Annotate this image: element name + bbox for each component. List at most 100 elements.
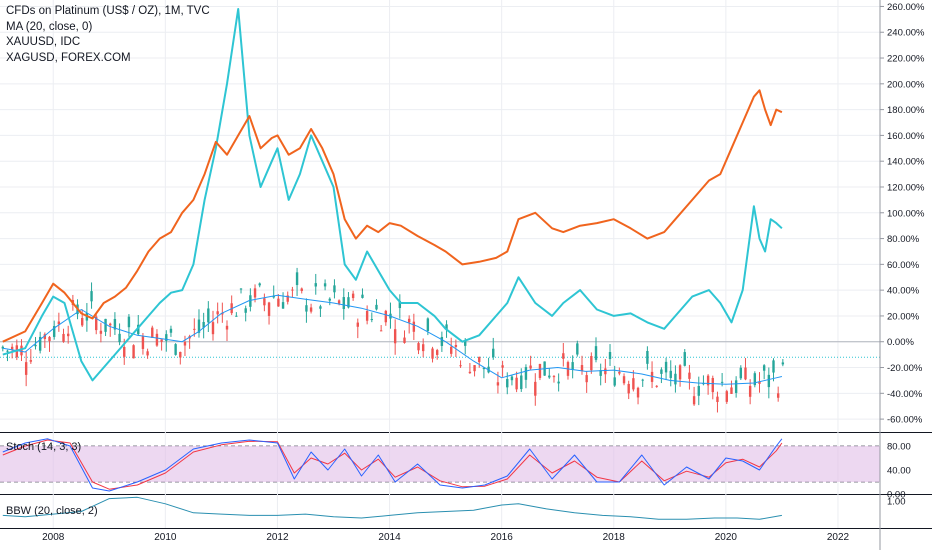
y-tick-label[interactable]: -40.00%	[887, 389, 923, 400]
candle-body	[669, 370, 672, 378]
series-lines	[2, 8, 783, 520]
candle-body	[305, 305, 308, 312]
candle-body	[641, 379, 644, 381]
x-tick-label[interactable]: 2018	[603, 532, 626, 543]
candle-body	[664, 361, 668, 373]
candle-body	[739, 367, 743, 379]
stochastic-tick-label[interactable]: 80.00	[887, 442, 911, 453]
y-tick-label[interactable]: 0.00%	[887, 337, 914, 348]
candle-body	[267, 302, 271, 316]
candle-body	[375, 304, 378, 310]
candle-body	[450, 346, 453, 354]
candle-body	[692, 396, 696, 405]
compare-symbol-xagusd[interactable]: XAGUSD, FOREX.COM	[6, 51, 131, 64]
candle-body	[193, 328, 196, 330]
candle-body	[309, 307, 313, 312]
candle-body	[249, 295, 252, 307]
candle-body	[426, 318, 430, 331]
candle-body	[34, 344, 37, 347]
y-tick-label[interactable]: 240.00%	[887, 28, 925, 39]
candle-body	[767, 374, 771, 388]
candle-body	[38, 336, 42, 351]
x-tick-label[interactable]: 2020	[715, 532, 738, 543]
candle-body	[295, 272, 299, 286]
candle-body	[515, 377, 518, 390]
candle-body	[221, 312, 224, 315]
candle-body	[333, 285, 336, 293]
stochastic-k-line	[2, 438, 783, 492]
candle-body	[753, 373, 757, 386]
x-tick-label[interactable]: 2022	[827, 532, 850, 543]
compare-symbol-xauusd[interactable]: XAUUSD, IDC	[6, 36, 81, 48]
candle-body	[459, 365, 462, 367]
y-tick-label[interactable]: 140.00%	[887, 157, 925, 168]
y-tick-label[interactable]: 60.00%	[887, 260, 920, 271]
x-tick-label[interactable]: 2012	[266, 532, 289, 543]
candle-body	[417, 343, 420, 351]
candle-body	[393, 329, 397, 344]
candle-body	[412, 321, 416, 332]
candle-body	[174, 344, 177, 355]
platinum-candles	[1, 267, 785, 413]
candle-body	[277, 298, 280, 307]
time-axis[interactable]: 2008 2010 2012 2014 2016 2018 2020 2022	[42, 532, 849, 543]
candle-body	[725, 391, 728, 402]
y-tick-label[interactable]: 200.00%	[887, 79, 925, 90]
candle-body	[688, 372, 691, 379]
candle-body	[337, 300, 341, 304]
candle-body	[454, 344, 458, 347]
candle-body	[618, 371, 621, 374]
candle-body	[347, 297, 350, 308]
y-tick-label[interactable]: -20.00%	[887, 363, 923, 374]
x-tick-label[interactable]: 2016	[491, 532, 514, 543]
candle-body	[197, 319, 201, 333]
candle-body	[272, 295, 275, 298]
candle-body	[57, 321, 61, 325]
y-tick-label[interactable]: 40.00%	[887, 286, 920, 297]
ma-indicator-label[interactable]: MA (20, close, 0)	[6, 20, 93, 33]
candle-body	[370, 319, 374, 321]
candle-body	[356, 322, 359, 327]
y-tick-label[interactable]: 100.00%	[887, 208, 925, 219]
y-tick-label[interactable]: 260.00%	[887, 2, 925, 13]
candle-body	[599, 370, 602, 376]
y-tick-label[interactable]: -60.00%	[887, 415, 923, 426]
candle-body	[165, 334, 168, 341]
candle-body	[590, 356, 593, 371]
candle-body	[137, 324, 140, 335]
candle-body	[627, 383, 630, 394]
candle-body	[141, 336, 145, 349]
y-tick-label[interactable]: 120.00%	[887, 182, 925, 193]
candle-body	[464, 340, 467, 346]
bbw-pane-label[interactable]: BBW (20, close, 2)	[6, 505, 98, 517]
candle-body	[104, 318, 107, 332]
candle-body	[123, 347, 126, 357]
x-tick-label[interactable]: 2014	[378, 532, 401, 543]
price-axis[interactable]: 260.00% 240.00% 220.00% 200.00% 180.00% 160.0…	[879, 0, 925, 550]
candle-body	[403, 337, 406, 343]
stochastic-pane-label[interactable]: Stoch (14, 3, 3)	[6, 441, 82, 453]
candle-body	[510, 376, 514, 381]
y-tick-label[interactable]: 220.00%	[887, 54, 925, 65]
candle-body	[650, 371, 654, 382]
xauusd-line	[2, 89, 783, 343]
candle-body	[571, 362, 574, 370]
candle-body	[127, 316, 131, 328]
candle-body	[207, 308, 210, 323]
candle-body	[244, 308, 247, 313]
x-tick-label[interactable]: 2008	[42, 532, 65, 543]
stochastic-tick-label[interactable]: 0.00	[887, 490, 906, 501]
candle-body	[151, 327, 154, 338]
bbw-tick-label[interactable]: 1.00	[887, 497, 906, 508]
x-tick-label[interactable]: 2010	[154, 532, 177, 543]
candle-body	[548, 375, 551, 378]
y-tick-label[interactable]: 80.00%	[887, 234, 920, 245]
candle-body	[678, 365, 682, 380]
main-symbol-title[interactable]: CFDs on Platinum (US$ / OZ), 1M, TVC	[6, 5, 210, 17]
y-tick-label[interactable]: 180.00%	[887, 105, 925, 116]
y-tick-label[interactable]: 160.00%	[887, 131, 925, 142]
y-tick-label[interactable]: 20.00%	[887, 311, 920, 322]
candle-body	[99, 330, 103, 334]
stochastic-tick-label[interactable]: 40.00	[887, 466, 911, 477]
